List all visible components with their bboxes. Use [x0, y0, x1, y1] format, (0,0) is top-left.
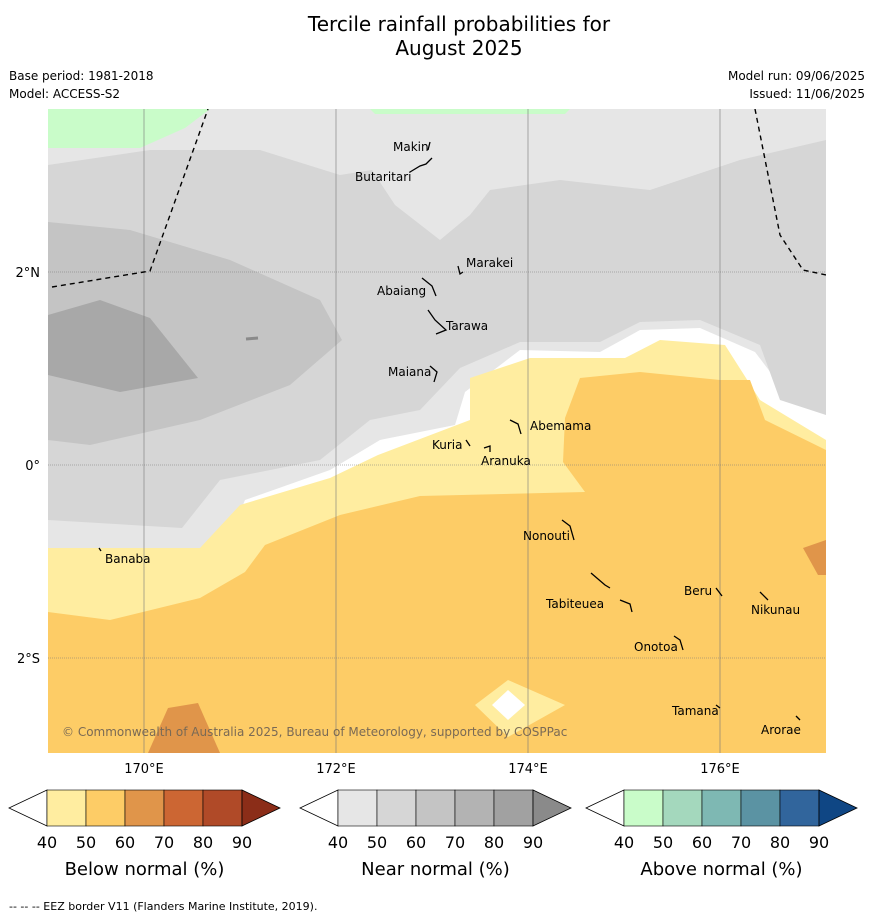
place-labels: Makin Butaritari Marakei Abaiang Tarawa … [105, 140, 801, 737]
colorbar-segment [376, 789, 417, 827]
below-normal-patch-core [492, 690, 525, 720]
map-field: Makin Butaritari Marakei Abaiang Tarawa … [48, 109, 826, 753]
lat-label: 2°N [16, 266, 41, 281]
colorbar-3: 40 50 60 70 80 90 Above normal (%) [585, 789, 858, 880]
place-label: Maiana [388, 365, 431, 379]
colorbar-segment [85, 789, 126, 827]
colorbar-tick-label: 60 [692, 833, 712, 852]
colorbar-tick-label: 40 [37, 833, 57, 852]
colorbar-segment [779, 789, 820, 827]
model-run: Model run: 09/06/2025 [727, 69, 865, 83]
colorbar-low-arrow [8, 789, 48, 827]
lon-label: 174°E [508, 762, 548, 777]
colorbar-segment [163, 789, 204, 827]
colorbar-segment [124, 789, 165, 827]
lon-label: 170°E [124, 762, 164, 777]
lon-axis-labels: 170°E 172°E 174°E 176°E [124, 762, 740, 777]
place-label: Butaritari [355, 170, 412, 184]
eez-border-east [754, 109, 826, 276]
place-label: Abemama [530, 419, 591, 433]
below-normal-60-70-east [803, 540, 826, 575]
colorbar-segment [740, 789, 781, 827]
colorbar-segment [662, 789, 703, 827]
eez-border-west [51, 109, 209, 288]
meta-right: Model run: 09/06/2025 Issued: 11/06/2025 [728, 67, 865, 103]
colorbar-1: 40 50 60 70 80 90 Below normal (%) [8, 789, 281, 880]
place-label: Tarawa [445, 319, 488, 333]
colorbar-high-arrow [818, 789, 858, 827]
place-label: Kuria [432, 438, 463, 452]
place-label: Nonouti [523, 529, 570, 543]
colorbar-segment [454, 789, 495, 827]
colorbar-title: Above normal (%) [640, 859, 802, 880]
above-normal-40-50-zone [48, 109, 210, 148]
colorbar-segment [202, 789, 243, 827]
colorbar-low-arrow [299, 789, 339, 827]
colorbar-tick-label: 50 [367, 833, 387, 852]
place-label: Beru [684, 584, 712, 598]
colorbar-segment [701, 789, 742, 827]
below-normal-60-70-zone [148, 703, 220, 753]
copyright-text: © Commonwealth of Australia 2025, Bureau… [62, 725, 567, 739]
colorbar-tick-label: 70 [731, 833, 751, 852]
colorbar-tick-label: 60 [115, 833, 135, 852]
lat-label: 2°S [17, 652, 40, 667]
place-label: Makin [393, 140, 429, 154]
place-label: Banaba [105, 552, 151, 566]
colorbar-tick-label: 90 [523, 833, 543, 852]
base-period: Base period: 1981-2018 [9, 69, 154, 83]
title-line-2: August 2025 [395, 36, 523, 60]
colorbar-tick-label: 80 [193, 833, 213, 852]
colorbar-segment [493, 789, 534, 827]
colorbar-title: Below normal (%) [65, 859, 225, 880]
island-outlines [98, 141, 801, 721]
lon-label: 176°E [700, 762, 740, 777]
colorbar-segment [337, 789, 378, 827]
colorbar-tick-label: 90 [232, 833, 252, 852]
colorbar-tick-label: 80 [484, 833, 504, 852]
colorbar-title: Near normal (%) [361, 859, 510, 880]
colorbar-segment [623, 789, 664, 827]
colorbar-tick-label: 40 [614, 833, 634, 852]
map-title: Tercile rainfall probabilities for Augus… [0, 12, 873, 60]
near-normal-70-80-zone [48, 300, 198, 392]
place-label: Tamana [671, 704, 719, 718]
place-label: Marakei [466, 256, 513, 270]
title-line-1: Tercile rainfall probabilities for [307, 12, 611, 36]
colorbar-tick-label: 90 [809, 833, 829, 852]
colorbar-high-arrow [532, 789, 572, 827]
colorbar-high-arrow [241, 789, 281, 827]
colorbar-tick-label: 80 [770, 833, 790, 852]
colorbar-segment [415, 789, 456, 827]
above-normal-edge-zone [370, 109, 570, 114]
place-label: Onotoa [634, 640, 678, 654]
lon-label: 172°E [316, 762, 356, 777]
colorbar-low-arrow [585, 789, 625, 827]
lat-label: 0° [25, 459, 40, 474]
colorbar-tick-label: 50 [653, 833, 673, 852]
colorbar-tick-label: 50 [76, 833, 96, 852]
colorbar-tick-label: 70 [445, 833, 465, 852]
issued-date: Issued: 11/06/2025 [749, 87, 865, 101]
lat-axis-labels: 2°N 0° 2°S [16, 266, 41, 667]
colorbar-tick-label: 40 [328, 833, 348, 852]
place-label: Arorae [761, 723, 801, 737]
colorbar-legends: 40 50 60 70 80 90 Below normal (%) 40 50 60 70 80 90… [8, 789, 858, 880]
eez-footnote: -- -- -- EEZ border V11 (Flanders Marine… [9, 900, 318, 913]
place-label: Nikunau [751, 603, 800, 617]
colorbar-tick-label: 60 [406, 833, 426, 852]
meta-left: Base period: 1981-2018 Model: ACCESS-S2 [9, 67, 154, 103]
place-label: Abaiang [377, 284, 426, 298]
colorbar-tick-label: 70 [154, 833, 174, 852]
colorbar-segment [46, 789, 87, 827]
gridlines [48, 109, 826, 753]
model-name: Model: ACCESS-S2 [9, 87, 121, 101]
place-label: Aranuka [481, 454, 531, 468]
colorbar-2: 40 50 60 70 80 90 Near normal (%) [299, 789, 572, 880]
place-label: Tabiteuea [545, 597, 604, 611]
